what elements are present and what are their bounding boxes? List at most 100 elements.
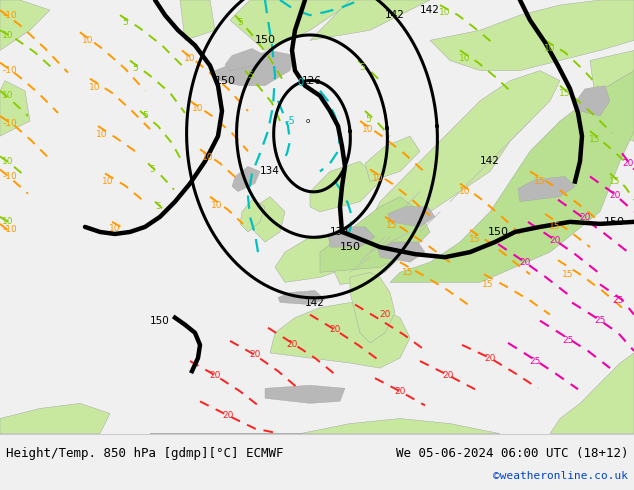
- Text: 5: 5: [359, 63, 365, 72]
- Polygon shape: [365, 136, 420, 181]
- Text: 20: 20: [609, 191, 621, 200]
- Text: 10: 10: [459, 187, 471, 196]
- Text: 10: 10: [544, 44, 556, 53]
- Text: 25: 25: [529, 357, 541, 366]
- Text: 10: 10: [3, 91, 14, 100]
- Polygon shape: [518, 176, 575, 202]
- Polygon shape: [225, 49, 265, 71]
- Text: -10: -10: [3, 225, 17, 234]
- Text: 15: 15: [469, 235, 481, 244]
- Text: 15: 15: [559, 89, 571, 98]
- Polygon shape: [250, 196, 285, 242]
- Text: 15: 15: [402, 268, 414, 277]
- Text: 150: 150: [255, 35, 276, 46]
- Text: -10: -10: [3, 66, 17, 75]
- Text: 5: 5: [132, 64, 138, 73]
- Text: 20: 20: [249, 350, 261, 360]
- Polygon shape: [310, 0, 430, 40]
- Text: 10: 10: [3, 157, 14, 166]
- Text: 20: 20: [579, 213, 591, 222]
- Text: 10: 10: [459, 54, 471, 63]
- Text: 10: 10: [109, 224, 120, 233]
- Polygon shape: [265, 385, 345, 403]
- Text: 10: 10: [362, 124, 374, 134]
- Text: 150: 150: [339, 242, 361, 252]
- Text: 10: 10: [89, 83, 101, 92]
- Text: 20: 20: [519, 258, 531, 267]
- Text: -10: -10: [3, 11, 17, 20]
- Text: 5: 5: [122, 18, 128, 26]
- Polygon shape: [320, 196, 430, 272]
- Polygon shape: [350, 272, 395, 343]
- Polygon shape: [150, 418, 500, 434]
- Text: 10: 10: [184, 54, 196, 63]
- Text: 15: 15: [562, 270, 574, 279]
- Text: 150: 150: [215, 75, 236, 86]
- Text: -10: -10: [3, 119, 17, 127]
- Text: 10: 10: [3, 218, 14, 226]
- Text: 10: 10: [82, 36, 94, 45]
- Text: 134: 134: [330, 227, 350, 237]
- Text: 20: 20: [549, 236, 560, 245]
- Text: 25: 25: [594, 316, 605, 325]
- Text: 150: 150: [150, 316, 170, 326]
- Polygon shape: [430, 0, 634, 71]
- Text: 5: 5: [237, 18, 243, 26]
- Polygon shape: [0, 403, 110, 434]
- Text: 20: 20: [484, 353, 496, 363]
- Text: 20: 20: [329, 325, 340, 334]
- Text: 25: 25: [562, 336, 574, 345]
- Text: 20: 20: [223, 411, 234, 420]
- Polygon shape: [230, 0, 360, 50]
- Polygon shape: [388, 207, 435, 227]
- Polygon shape: [370, 71, 560, 232]
- Text: 10: 10: [372, 174, 384, 183]
- Text: 5: 5: [142, 112, 148, 121]
- Polygon shape: [232, 167, 260, 192]
- Polygon shape: [180, 0, 215, 40]
- Text: 142: 142: [305, 297, 325, 308]
- Text: 15: 15: [386, 221, 398, 230]
- Text: 20: 20: [287, 341, 298, 349]
- Text: 10: 10: [439, 8, 451, 17]
- Text: 5: 5: [155, 202, 161, 211]
- Text: 10: 10: [3, 31, 14, 40]
- Text: 20: 20: [394, 387, 406, 396]
- Text: 5: 5: [365, 115, 371, 123]
- Text: 10: 10: [211, 201, 223, 210]
- Text: 142: 142: [420, 5, 440, 15]
- Polygon shape: [576, 86, 610, 116]
- Polygon shape: [330, 247, 400, 284]
- Text: 15: 15: [549, 222, 560, 231]
- Text: 15: 15: [589, 135, 601, 144]
- Polygon shape: [270, 302, 410, 368]
- Text: 142: 142: [385, 10, 405, 20]
- Polygon shape: [590, 50, 634, 141]
- Polygon shape: [278, 291, 325, 305]
- Polygon shape: [275, 232, 370, 282]
- Text: -10: -10: [3, 172, 17, 181]
- Text: 20: 20: [443, 370, 454, 380]
- Text: 5: 5: [247, 71, 253, 80]
- Text: 10: 10: [202, 153, 214, 162]
- Text: 5: 5: [149, 165, 155, 174]
- Text: 10: 10: [102, 177, 113, 186]
- Text: 0: 0: [297, 78, 303, 88]
- Polygon shape: [0, 0, 50, 50]
- Text: -5: -5: [285, 116, 295, 126]
- Text: 20: 20: [209, 370, 221, 380]
- Text: 15: 15: [609, 177, 621, 186]
- Text: 20: 20: [623, 159, 634, 168]
- Polygon shape: [550, 353, 634, 434]
- Text: 126: 126: [302, 75, 322, 86]
- Polygon shape: [328, 227, 375, 247]
- Polygon shape: [378, 242, 425, 262]
- Text: 15: 15: [534, 177, 546, 186]
- Text: 10: 10: [96, 130, 108, 139]
- Polygon shape: [215, 50, 295, 86]
- Text: 150: 150: [488, 227, 508, 237]
- Polygon shape: [0, 81, 30, 136]
- Text: 20: 20: [379, 310, 391, 319]
- Text: 134: 134: [260, 167, 280, 176]
- Text: o: o: [306, 118, 310, 124]
